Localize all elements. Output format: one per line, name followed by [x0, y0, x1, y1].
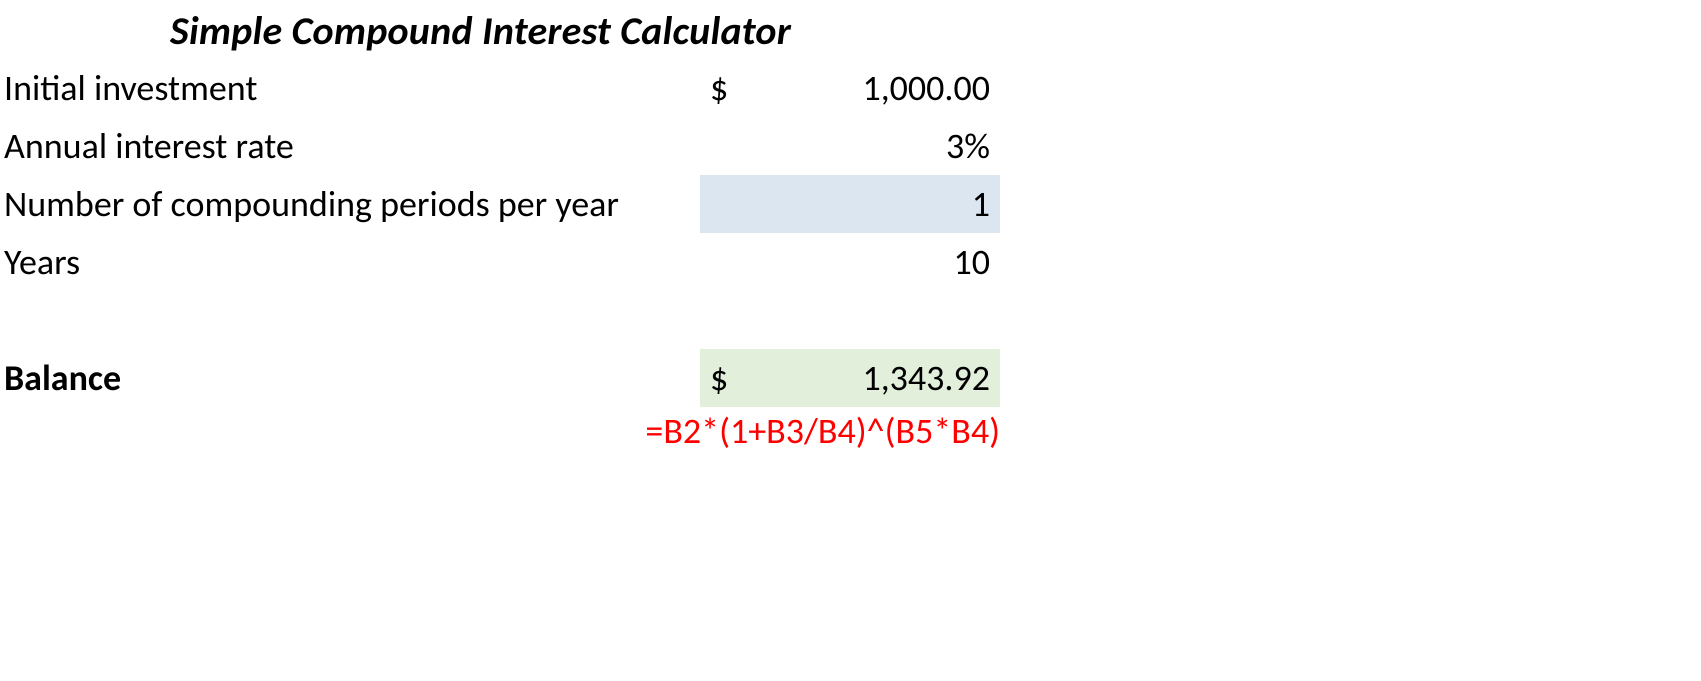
blank-row	[0, 291, 1000, 349]
row-initial-investment: Initial investment $ 1,000.00	[0, 59, 1000, 117]
currency-symbol: $	[710, 360, 728, 396]
balance-formula: =B2*(1+B3/B4)^(B5*B4)	[635, 407, 1000, 449]
label-balance: Balance	[0, 349, 700, 407]
cell-periods-per-year[interactable]: 1	[700, 175, 1000, 233]
value-periods-per-year: 1	[700, 178, 1000, 230]
currency-symbol: $	[710, 70, 728, 106]
cell-initial-investment[interactable]: $ 1,000.00	[700, 59, 1000, 117]
label-periods-per-year: Number of compounding periods per year	[0, 175, 700, 233]
value-interest-rate: 3%	[700, 120, 1000, 172]
row-years: Years 10	[0, 233, 1000, 291]
label-interest-rate: Annual interest rate	[0, 117, 700, 175]
row-interest-rate: Annual interest rate 3%	[0, 117, 1000, 175]
cell-years[interactable]: 10	[700, 233, 1000, 291]
formula-spacer	[0, 407, 635, 449]
label-years: Years	[0, 233, 700, 291]
row-formula-annotation: =B2*(1+B3/B4)^(B5*B4)	[0, 407, 1000, 449]
value-initial-investment: 1,000.00	[862, 70, 990, 106]
label-initial-investment: Initial investment	[0, 59, 700, 117]
row-periods-per-year: Number of compounding periods per year 1	[0, 175, 1000, 233]
cell-interest-rate[interactable]: 3%	[700, 117, 1000, 175]
row-balance: Balance $ 1,343.92	[0, 349, 1000, 407]
value-balance: 1,343.92	[862, 360, 990, 396]
page-title: Simple Compound Interest Calculator	[0, 6, 1000, 55]
calculator-sheet: Simple Compound Interest Calculator Init…	[0, 0, 1000, 449]
value-years: 10	[700, 236, 1000, 288]
cell-balance: $ 1,343.92	[700, 349, 1000, 407]
